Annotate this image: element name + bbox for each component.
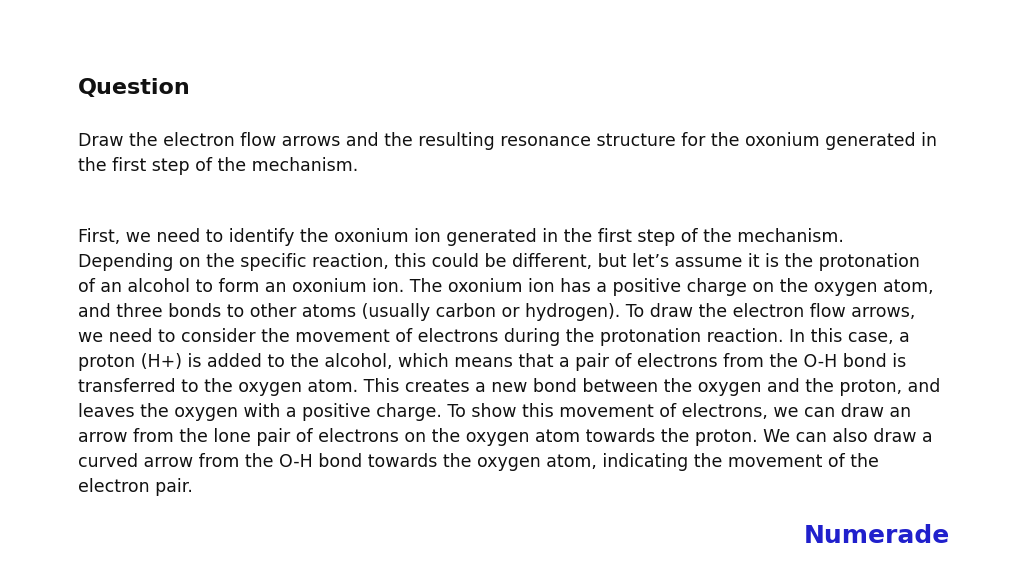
Text: Draw the electron flow arrows and the resulting resonance structure for the oxon: Draw the electron flow arrows and the re… xyxy=(78,132,937,175)
Text: First, we need to identify the oxonium ion generated in the first step of the me: First, we need to identify the oxonium i… xyxy=(78,228,940,496)
Text: Question: Question xyxy=(78,78,190,98)
Text: Numerade: Numerade xyxy=(804,524,950,548)
